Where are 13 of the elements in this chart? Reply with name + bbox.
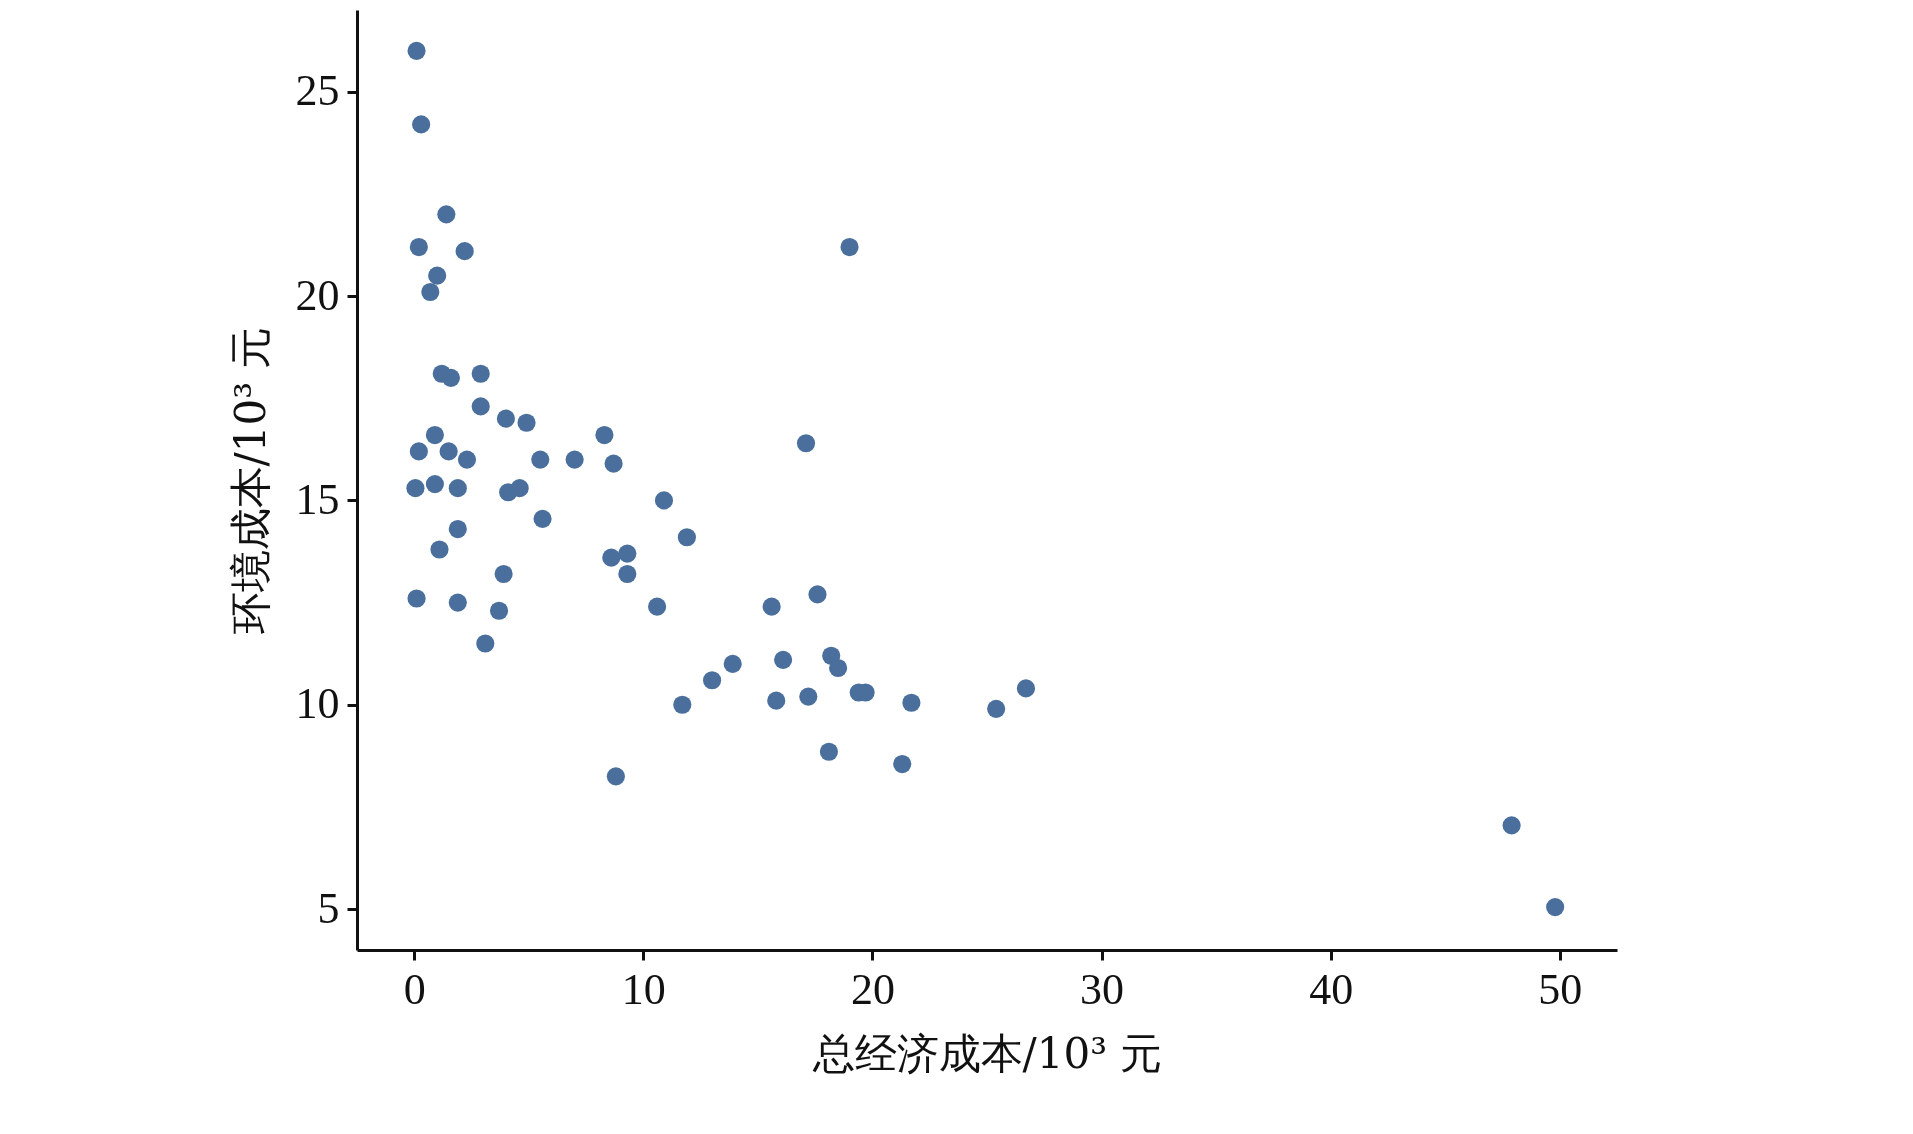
x-tick-label: 50: [1538, 964, 1583, 1014]
y-tick-label: 25: [295, 66, 340, 116]
x-tick-label: 20: [850, 964, 895, 1014]
y-tick-label: 5: [317, 883, 340, 933]
x-tick-label: 30: [1080, 964, 1125, 1014]
y-tick-label: 10: [295, 679, 340, 729]
x-tick-label: 0: [403, 964, 426, 1014]
x-axis-title: 总经济成本/10³ 元: [811, 1028, 1163, 1078]
y-tick-label: 15: [295, 474, 340, 524]
y-tick-label: 20: [295, 270, 340, 320]
y-axis-title: 环境成本/10³ 元: [225, 326, 275, 635]
x-tick-label: 10: [621, 964, 666, 1014]
x-tick-label: 40: [1309, 964, 1354, 1014]
